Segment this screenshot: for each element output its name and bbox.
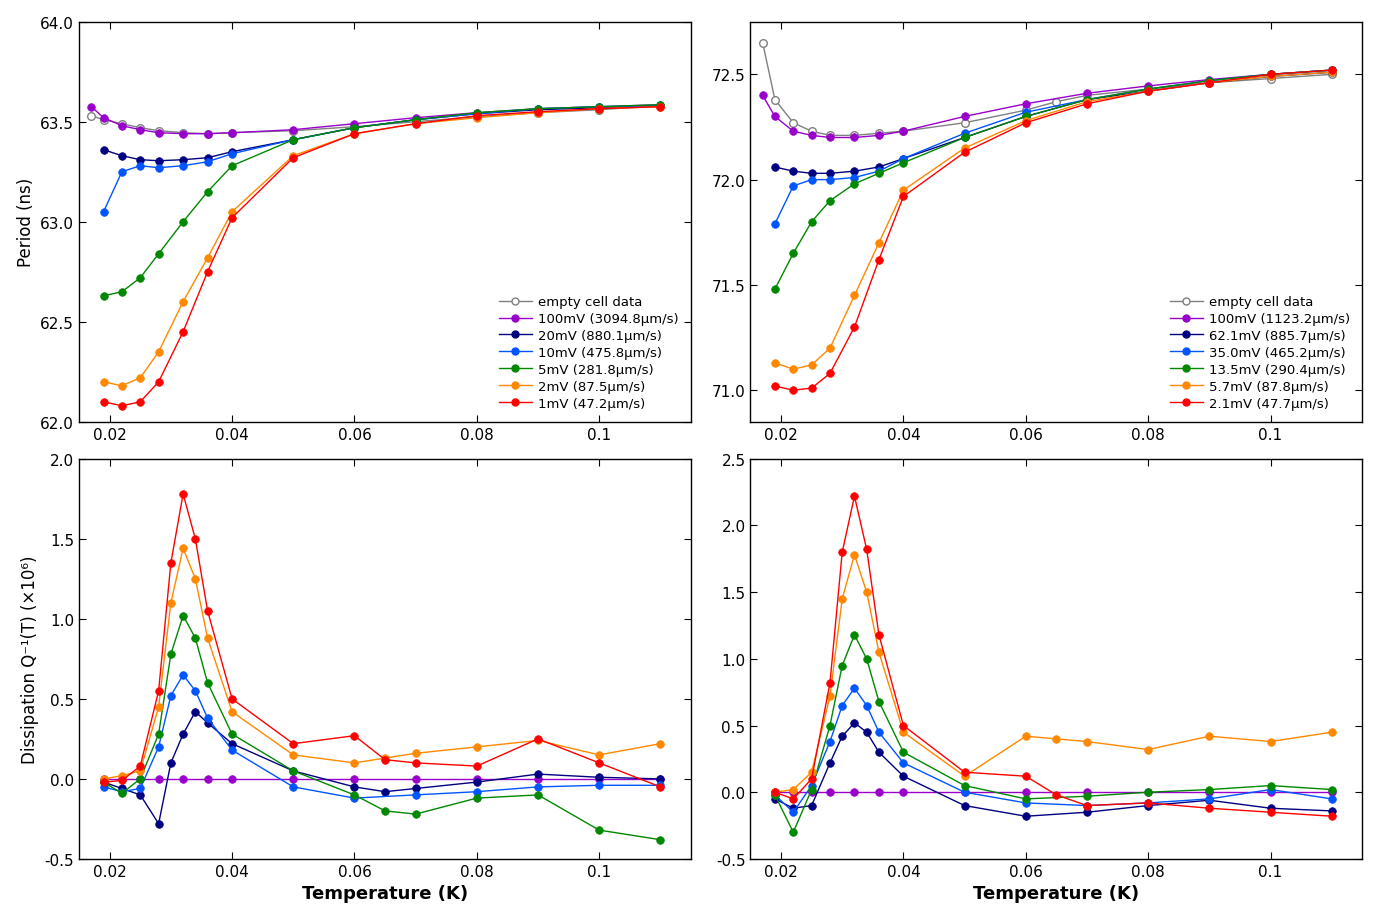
Legend: empty cell data, 100mV (1123.2μm/s), 62.1mV (885.7μm/s), 35.0mV (465.2μm/s), 13.: empty cell data, 100mV (1123.2μm/s), 62.… bbox=[1164, 290, 1356, 415]
Y-axis label: Period (ns): Period (ns) bbox=[17, 178, 34, 267]
X-axis label: Temperature (K): Temperature (K) bbox=[302, 884, 467, 902]
X-axis label: Temperature (K): Temperature (K) bbox=[974, 884, 1139, 902]
Legend: empty cell data, 100mV (3094.8μm/s), 20mV (880.1μm/s), 10mV (475.8μm/s), 5mV (28: empty cell data, 100mV (3094.8μm/s), 20m… bbox=[494, 290, 684, 415]
Y-axis label: Dissipation Q⁻¹(T) (×10⁶): Dissipation Q⁻¹(T) (×10⁶) bbox=[21, 555, 39, 764]
